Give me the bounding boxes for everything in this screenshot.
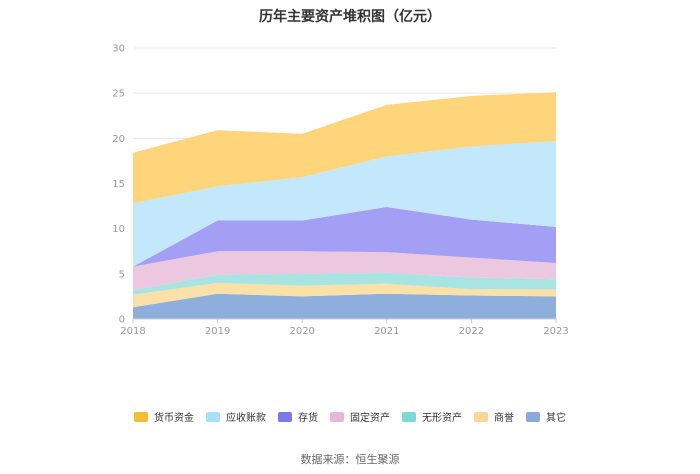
y-tick-label: 30 — [112, 44, 125, 55]
y-tick-label: 5 — [119, 269, 125, 280]
area-商誉 — [133, 282, 556, 308]
area-货币资金 — [133, 92, 556, 204]
x-axis: 2018 2019 2020 2021 2022 2023 — [120, 318, 569, 337]
y-tick-label: 10 — [112, 224, 125, 235]
y-tick-label: 15 — [112, 179, 125, 190]
legend-swatch — [474, 412, 488, 422]
legend-label: 无形资产 — [422, 411, 462, 424]
x-tick-label: 2019 — [205, 326, 230, 337]
legend-swatch — [526, 412, 540, 422]
area-无形资产 — [133, 272, 556, 295]
legend-label: 应收账款 — [226, 411, 266, 424]
legend-swatch — [278, 412, 292, 422]
legend-label: 货币资金 — [154, 411, 194, 424]
area-存货 — [133, 206, 556, 267]
legend-label: 存货 — [298, 411, 318, 424]
legend-label: 商誉 — [494, 411, 514, 424]
legend-label: 其它 — [546, 411, 566, 424]
y-axis: 0 5 10 15 20 25 30 — [112, 44, 125, 326]
y-tick-label: 0 — [119, 315, 125, 326]
area-series — [133, 92, 556, 319]
area-固定资产 — [133, 251, 556, 291]
legend-swatch — [134, 412, 148, 422]
data-source-note: 数据来源：恒生聚源 — [300, 453, 400, 466]
y-tick-label: 20 — [112, 134, 125, 145]
x-tick-label: 2018 — [120, 326, 145, 337]
chart-title: 历年主要资产堆积图（亿元） — [259, 9, 441, 25]
legend-swatch — [402, 412, 416, 422]
x-tick-label: 2020 — [289, 326, 314, 337]
x-tick-label: 2023 — [543, 326, 568, 337]
y-tick-label: 25 — [112, 89, 125, 100]
x-tick-label: 2021 — [374, 326, 399, 337]
legend-swatch — [206, 412, 220, 422]
legend-swatch — [330, 412, 344, 422]
legend: 货币资金 应收账款 存货 固定资产 无形资产 商誉 其它 — [134, 411, 566, 424]
x-tick-label: 2022 — [459, 326, 484, 337]
area-应收账款 — [133, 141, 556, 267]
area-其它 — [133, 293, 556, 319]
legend-label: 固定资产 — [350, 411, 390, 424]
